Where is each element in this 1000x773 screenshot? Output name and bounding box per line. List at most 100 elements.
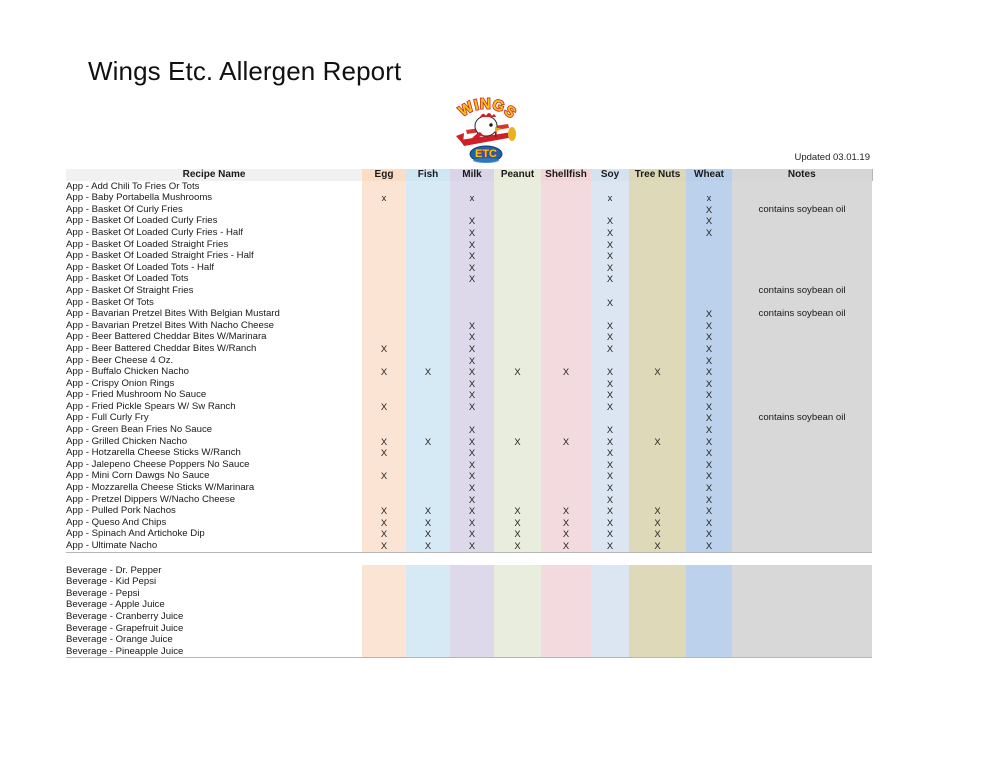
notes-cell <box>732 319 872 332</box>
allergen-cell-shellfish <box>541 203 591 216</box>
table-row[interactable]: Beverage - Apple Juice <box>66 599 872 611</box>
col-header-peanut[interactable]: Peanut <box>494 169 541 181</box>
allergen-cell-egg <box>362 389 406 401</box>
allergen-cell-tree-nuts <box>629 319 686 332</box>
table-row[interactable]: App - Basket Of Loaded Straight Fries - … <box>66 250 872 262</box>
table-row[interactable]: App - Bavarian Pretzel Bites With Nacho … <box>66 319 872 332</box>
table-row[interactable]: App - Beer Cheese 4 Oz. X X <box>66 354 872 367</box>
allergen-cell-fish <box>406 622 450 635</box>
allergen-cell-peanut <box>494 215 541 227</box>
allergen-cell-fish <box>406 470 450 483</box>
notes-cell <box>732 424 872 436</box>
table-row[interactable]: App - Crispy Onion Rings X X X <box>66 377 872 390</box>
col-header-notes[interactable]: Notes <box>732 169 873 181</box>
allergen-cell-peanut <box>494 389 541 401</box>
table-row[interactable]: App - Spinach And Artichoke Dip X X X X X X X X <box>66 528 872 540</box>
allergen-cell-shellfish: X <box>541 516 591 529</box>
table-row[interactable]: App - Bavarian Pretzel Bites With Belgia… <box>66 308 872 320</box>
table-row[interactable]: Beverage - Pineapple Juice <box>66 645 872 659</box>
allergen-cell-shellfish <box>541 610 591 623</box>
allergen-cell-wheat <box>686 261 732 274</box>
col-header-milk[interactable]: Milk <box>450 169 494 181</box>
allergen-cell-fish <box>406 389 450 401</box>
table-row[interactable]: Beverage - Grapefruit Juice <box>66 622 872 635</box>
table-row[interactable]: App - Grilled Chicken Nacho X X X X X X X X <box>66 435 872 448</box>
allergen-cell-fish <box>406 447 450 459</box>
table-row[interactable]: App - Queso And Chips X X X X X X X X <box>66 516 872 529</box>
col-header-tree-nuts[interactable]: Tree Nuts <box>629 169 686 181</box>
table-row[interactable]: App - Basket Of Straight Fries contains s… <box>66 284 872 297</box>
table-row[interactable]: App - Green Bean Fries No Sauce X X X <box>66 424 872 436</box>
recipe-name-cell: App - Full Curly Fry <box>66 412 362 425</box>
allergen-cell-fish <box>406 412 450 425</box>
table-row[interactable]: App - Basket Of Loaded Straight Fries X X <box>66 238 872 251</box>
allergen-cell-tree-nuts <box>629 203 686 216</box>
allergen-cell-egg <box>362 238 406 251</box>
allergen-cell-soy: X <box>591 296 629 309</box>
table-row[interactable]: App - Hotzarella Cheese Sticks W/Ranch X X… <box>66 447 872 459</box>
allergen-cell-milk: X <box>450 261 494 274</box>
allergen-cell-tree-nuts <box>629 424 686 436</box>
table-row[interactable]: App - Pulled Pork Nachos X X X X X X X X <box>66 505 872 517</box>
allergen-cell-fish: X <box>406 366 450 378</box>
col-header-fish[interactable]: Fish <box>406 169 450 181</box>
allergen-cell-egg <box>362 576 406 588</box>
table-row[interactable]: Beverage - Kid Pepsi <box>66 576 872 588</box>
col-header-soy[interactable]: Soy <box>591 169 629 181</box>
table-row[interactable]: App - Basket Of Loaded Curly Fries X X X <box>66 215 872 227</box>
allergen-cell-fish <box>406 319 450 332</box>
table-row[interactable]: App - Baby Portabella Mushrooms x x x x <box>66 192 872 204</box>
allergen-cell-tree-nuts <box>629 215 686 227</box>
table-row[interactable]: Beverage - Orange Juice <box>66 634 872 646</box>
table-row[interactable]: App - Add Chili To Fries Or Tots <box>66 180 872 193</box>
table-row[interactable]: App - Ultimate Nacho X X X X X X X X <box>66 540 872 553</box>
table-row[interactable]: App - Mini Corn Dawgs No Sauce X X X X <box>66 470 872 483</box>
allergen-cell-tree-nuts <box>629 308 686 320</box>
table-row[interactable]: App - Beer Battered Cheddar Bites W/Ranc… <box>66 342 872 355</box>
recipe-name-cell: App - Basket Of Curly Fries <box>66 203 362 216</box>
allergen-cell-wheat <box>686 645 732 659</box>
allergen-cell-shellfish <box>541 470 591 483</box>
notes-cell <box>732 587 872 600</box>
allergen-cell-fish <box>406 564 450 577</box>
allergen-cell-fish <box>406 634 450 646</box>
notes-cell <box>732 389 872 401</box>
col-header-shellfish[interactable]: Shellfish <box>541 169 591 181</box>
allergen-cell-egg: X <box>362 435 406 448</box>
col-header-egg[interactable]: Egg <box>362 169 406 181</box>
allergen-cell-tree-nuts <box>629 400 686 413</box>
table-row[interactable]: App - Fried Pickle Spears W/ Sw Ranch X X X… <box>66 400 872 413</box>
allergen-cell-soy: X <box>591 331 629 343</box>
recipe-name-cell: App - Add Chili To Fries Or Tots <box>66 180 362 193</box>
allergen-cell-tree-nuts <box>629 250 686 262</box>
table-row[interactable]: App - Basket Of Loaded Curly Fries - Hal… <box>66 226 872 239</box>
table-row[interactable]: App - Basket Of Tots X <box>66 296 872 309</box>
col-header-wheat[interactable]: Wheat <box>686 169 732 181</box>
allergen-cell-shellfish: X <box>541 528 591 540</box>
allergen-cell-soy <box>591 576 629 588</box>
allergen-cell-fish: X <box>406 435 450 448</box>
allergen-cell-milk: X <box>450 238 494 251</box>
table-row[interactable]: App - Fried Mushroom No Sauce X X X <box>66 389 872 401</box>
table-row[interactable]: App - Jalepeno Cheese Poppers No Sauce X X… <box>66 458 872 471</box>
table-row[interactable]: Beverage - Cranberry Juice <box>66 610 872 623</box>
notes-cell <box>732 482 872 494</box>
table-row[interactable]: Beverage - Dr. Pepper <box>66 564 872 577</box>
table-row[interactable]: App - Basket Of Loaded Tots X X <box>66 273 872 285</box>
table-row[interactable]: App - Buffalo Chicken Nacho X X X X X X X X <box>66 366 872 378</box>
table-row[interactable]: App - Beer Battered Cheddar Bites W/Mari… <box>66 331 872 343</box>
table-row[interactable]: App - Basket Of Loaded Tots - Half X X <box>66 261 872 274</box>
allergen-cell-milk <box>450 284 494 297</box>
allergen-cell-egg <box>362 458 406 471</box>
table-row[interactable]: App - Pretzel Dippers W/Nacho Cheese X X X <box>66 493 872 506</box>
table-row[interactable]: App - Mozzarella Cheese Sticks W/Marinar… <box>66 482 872 494</box>
allergen-cell-milk <box>450 587 494 600</box>
allergen-cell-wheat: X <box>686 424 732 436</box>
allergen-cell-shellfish: X <box>541 435 591 448</box>
allergen-cell-wheat: x <box>686 192 732 204</box>
table-row[interactable]: Beverage - Pepsi <box>66 587 872 600</box>
col-header-recipe-name[interactable]: Recipe Name <box>66 169 362 181</box>
